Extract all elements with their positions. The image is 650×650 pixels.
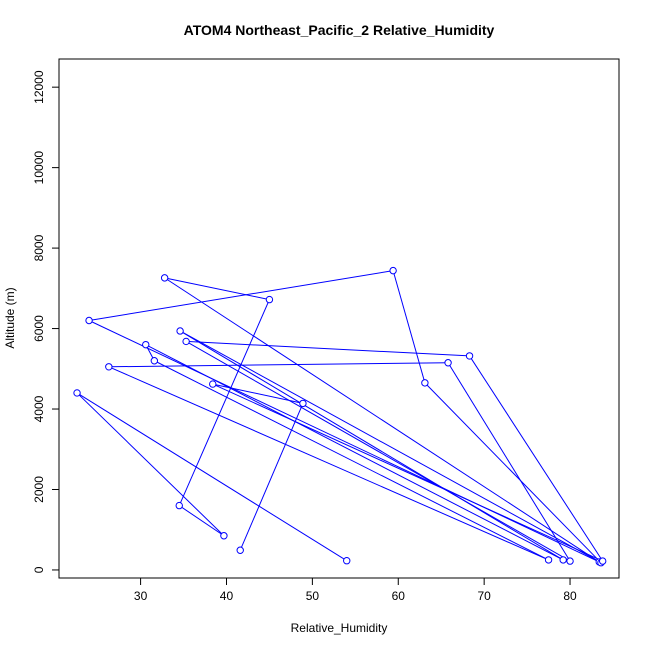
data-point [544, 556, 553, 564]
data-point [182, 337, 190, 346]
series-segment [212, 383, 304, 404]
series-segment [212, 383, 603, 562]
x-axis: 30 40 50 60 70 80 [134, 577, 577, 603]
x-axis-label: Relative_Humidity [291, 621, 388, 635]
data-point [389, 266, 397, 275]
series-segment [424, 382, 602, 564]
data-point [236, 546, 244, 554]
plot-frame [58, 58, 620, 579]
x-tick-label: 50 [306, 589, 320, 603]
series-segment [145, 344, 564, 561]
data-point [73, 389, 81, 397]
series-segment [447, 362, 571, 562]
x-tick-label: 80 [563, 589, 577, 603]
x-tick-label: 60 [392, 589, 406, 603]
y-tick-label: 8000 [32, 234, 46, 261]
series-segment [179, 330, 564, 561]
y-axis: 0 2000 4000 6000 8000 10000 12000 [32, 70, 59, 573]
series-segment [76, 392, 225, 537]
series-segment [76, 392, 347, 562]
x-tick-label: 40 [220, 589, 234, 603]
series-segment [164, 277, 270, 301]
data-point [160, 274, 169, 282]
series-segment [108, 366, 549, 561]
data-point [209, 380, 217, 388]
data-point [421, 379, 429, 387]
data-point [444, 359, 452, 367]
data-point [465, 352, 474, 360]
series-segment [154, 360, 549, 561]
series-segment [164, 277, 600, 563]
series-segment [88, 320, 600, 563]
data-point [299, 399, 307, 408]
chart-title: ATOM4 Northeast_Pacific_2 Relative_Humid… [184, 22, 495, 38]
data-point [142, 340, 150, 349]
data-point [176, 327, 184, 335]
data-point [598, 557, 607, 565]
series-segment [185, 340, 571, 562]
y-tick-label: 2000 [32, 476, 46, 503]
data-point [85, 316, 93, 325]
data-point [150, 357, 159, 365]
x-tick-label: 70 [477, 589, 491, 603]
series-segment [88, 270, 394, 322]
y-axis-label: Altitude (m) [3, 287, 17, 348]
data-point [343, 557, 351, 565]
series-segment [178, 505, 225, 537]
y-tick-label: 10000 [32, 151, 46, 185]
y-tick-label: 4000 [32, 395, 46, 422]
series-layer [73, 266, 607, 567]
series-segment [239, 403, 304, 551]
series-segment [392, 270, 426, 384]
series-segment [179, 330, 602, 564]
y-tick-label: 0 [32, 566, 46, 573]
series-segment [186, 340, 470, 357]
data-point [265, 295, 274, 304]
series-segment [469, 355, 604, 562]
series-segment [178, 299, 270, 506]
y-tick-label: 12000 [32, 70, 46, 104]
data-point [175, 501, 183, 510]
data-point [566, 557, 574, 565]
data-point [105, 363, 113, 371]
data-point [220, 532, 228, 540]
x-tick-label: 30 [134, 589, 148, 603]
y-tick-label: 6000 [32, 315, 46, 342]
data-point [559, 556, 567, 564]
series-segment [108, 362, 449, 368]
